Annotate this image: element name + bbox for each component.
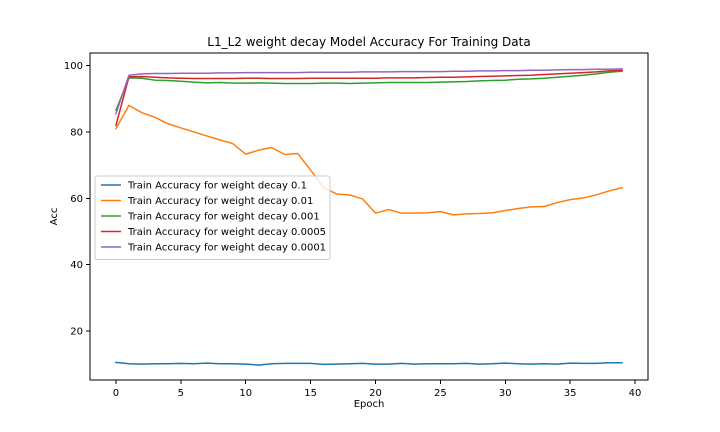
series-line-2 [114, 104, 623, 216]
legend-label-3: Train Accuracy for weight decay 0.001 [127, 212, 320, 223]
x-tick-label: 25 [434, 388, 447, 399]
x-axis-ticks: 0 5 10 15 20 25 30 35 40 [113, 380, 642, 399]
y-tick-label: 40 [70, 260, 83, 271]
x-tick-label: 0 [113, 388, 119, 399]
chart-title: L1_L2 weight decay Model Accuracy For Tr… [207, 35, 530, 49]
axes-frame [89, 52, 649, 381]
legend-label-4: Train Accuracy for weight decay 0.0005 [127, 227, 326, 238]
y-tick-label: 20 [70, 326, 83, 337]
series-line-5 [114, 68, 623, 115]
y-tick-label: 100 [64, 61, 83, 72]
series-line-4 [115, 69, 623, 127]
y-axis-ticks: 20 40 60 80 100 [64, 61, 90, 337]
x-axis-title: Epoch [354, 399, 385, 410]
y-tick-label: 80 [70, 127, 83, 138]
x-tick-label: 40 [629, 388, 642, 399]
plot-area [89, 52, 649, 381]
legend-label-5: Train Accuracy for weight decay 0.0001 [127, 243, 326, 254]
x-tick-label: 10 [239, 388, 252, 399]
legend: Train Accuracy for weight decay 0.1 Train… [94, 175, 331, 260]
x-tick-label: 30 [499, 388, 512, 399]
x-tick-label: 35 [564, 388, 577, 399]
x-tick-label: 5 [178, 388, 184, 399]
series-line-3 [114, 70, 623, 112]
x-tick-label: 15 [304, 388, 317, 399]
y-tick-label: 60 [70, 194, 83, 205]
y-axis-title: Acc [49, 208, 60, 226]
legend-label-1: Train Accuracy for weight decay 0.1 [127, 181, 307, 192]
legend-label-2: Train Accuracy for weight decay 0.01 [127, 196, 313, 207]
legend-frame [94, 175, 331, 260]
x-tick-label: 20 [369, 388, 382, 399]
series-line-1 [115, 361, 623, 366]
